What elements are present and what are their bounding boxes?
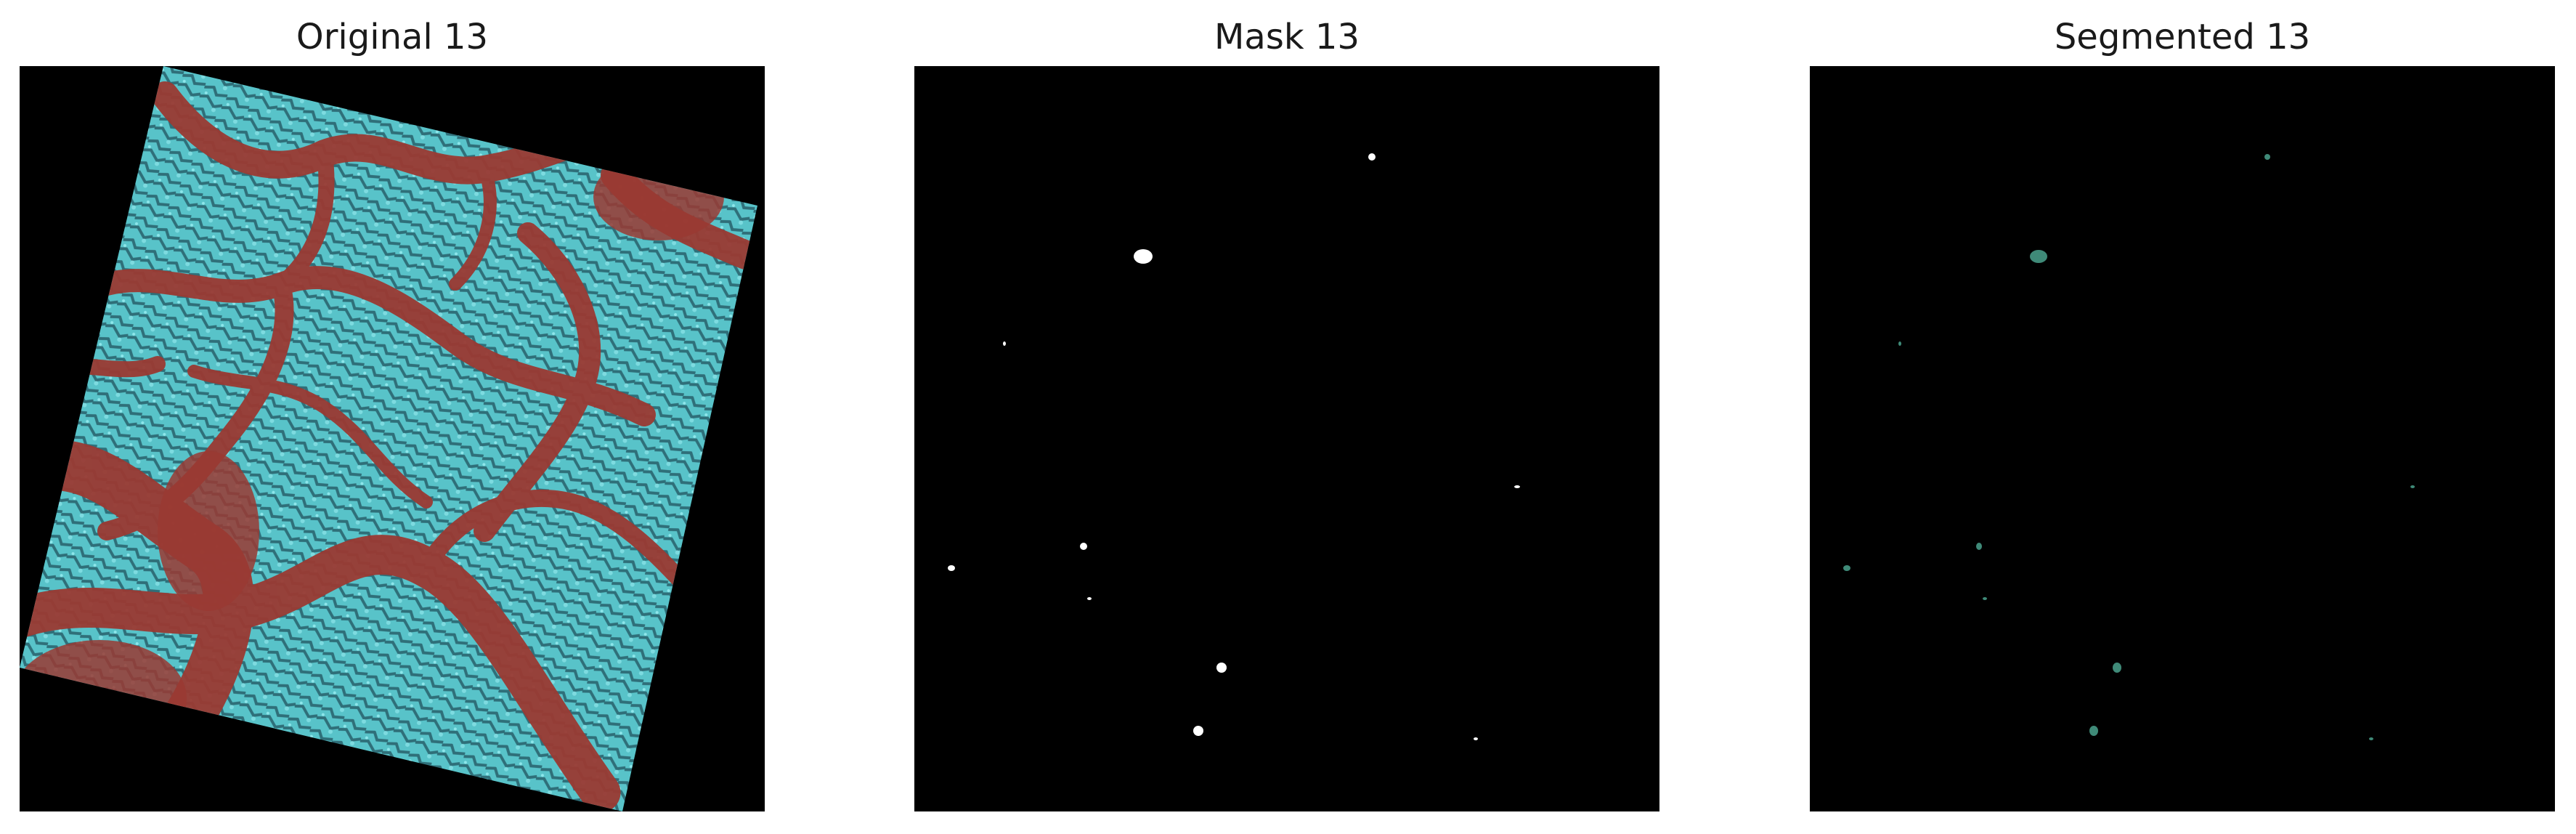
panel-title-mask: Mask 13 (1214, 17, 1360, 57)
original-image-panel (20, 66, 765, 811)
segmented-image (1810, 66, 2555, 811)
mask-blobs (948, 153, 1520, 740)
segmented-blobs (1843, 154, 2415, 740)
mask-image-panel (914, 66, 1659, 811)
mask-image (914, 66, 1659, 811)
panel-title-original: Original 13 (296, 17, 489, 57)
original-satellite-image (20, 66, 765, 811)
panel-title-segmented: Segmented 13 (2054, 17, 2311, 57)
segmented-image-panel (1810, 66, 2555, 811)
